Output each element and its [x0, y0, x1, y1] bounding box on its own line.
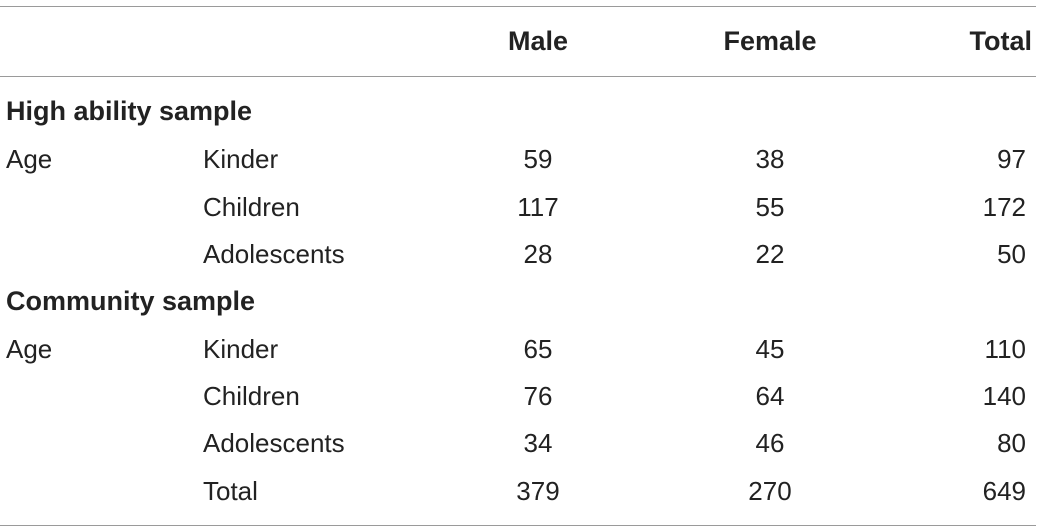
cell-total: 172	[982, 192, 1026, 222]
section-title-high-ability: High ability sample	[6, 96, 253, 126]
cell-female: 45	[755, 334, 785, 364]
header-female: Female	[723, 26, 817, 56]
row-label: Kinder	[203, 144, 279, 174]
cell-male-total: 379	[516, 476, 560, 506]
table-top-rule	[0, 6, 1036, 7]
row-label: Kinder	[203, 334, 279, 364]
row-label: Adolescents	[203, 239, 345, 269]
cell-total: 110	[984, 334, 1026, 364]
cell-male: 65	[523, 334, 553, 364]
cell-total: 50	[997, 239, 1026, 269]
section-title-community: Community sample	[6, 286, 256, 316]
table-bottom-rule	[0, 525, 1036, 526]
cell-male: 59	[523, 144, 553, 174]
row-label: Children	[203, 192, 300, 222]
cell-female: 64	[755, 381, 785, 411]
row-label-total: Total	[203, 476, 258, 506]
cell-female-total: 270	[748, 476, 792, 506]
cell-total-total: 649	[982, 476, 1026, 506]
cell-total: 140	[982, 381, 1026, 411]
cell-male: 117	[517, 192, 559, 222]
cell-male: 28	[523, 239, 553, 269]
row-group-label: Age	[6, 334, 53, 364]
row-label: Children	[203, 381, 300, 411]
cell-male: 76	[523, 381, 553, 411]
cell-male: 34	[523, 428, 553, 458]
header-rule	[0, 76, 1036, 77]
cell-female: 22	[755, 239, 785, 269]
cell-total: 97	[997, 144, 1026, 174]
cell-female: 38	[755, 144, 785, 174]
header-male: Male	[507, 26, 569, 56]
cell-female: 46	[755, 428, 785, 458]
row-group-label: Age	[6, 144, 53, 174]
header-total: Total	[969, 26, 1033, 56]
cell-female: 55	[755, 192, 785, 222]
row-label: Adolescents	[203, 428, 345, 458]
cell-total: 80	[997, 428, 1026, 458]
